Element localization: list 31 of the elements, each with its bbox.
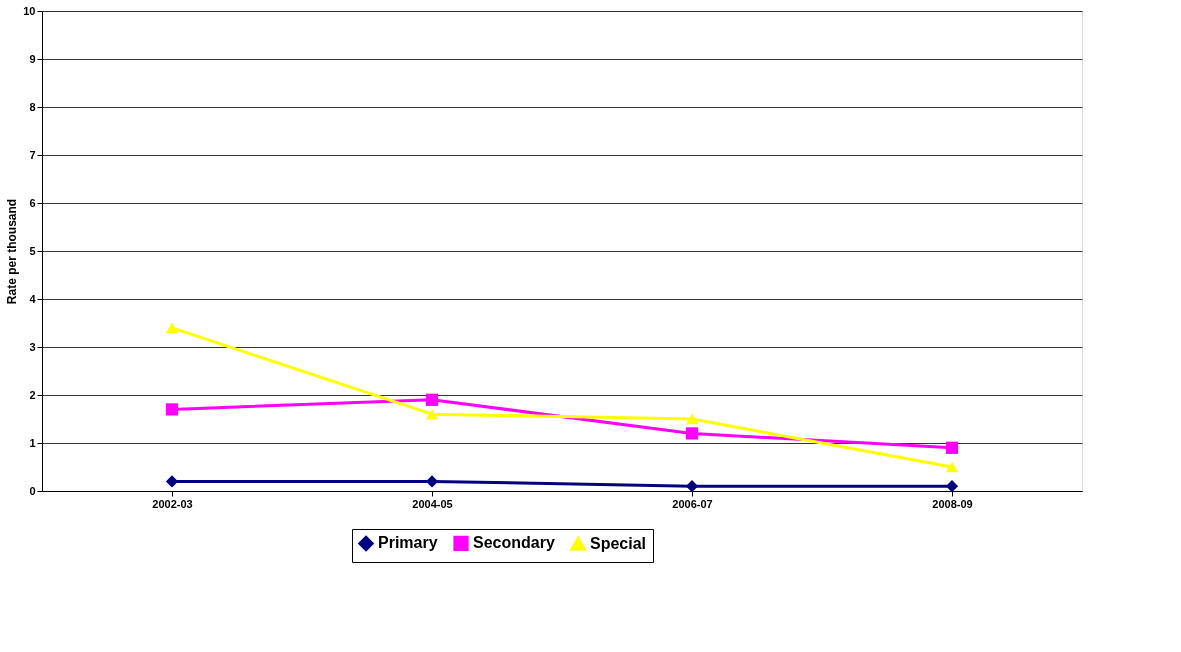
y-tick-label: 2 — [29, 388, 36, 401]
point — [165, 475, 179, 488]
y-axis-title: Rate per thousand — [5, 198, 20, 305]
point — [685, 413, 699, 425]
x-tick-label: 2006-07 — [672, 497, 713, 510]
point — [425, 408, 439, 420]
y-tick-label: 1 — [29, 436, 36, 449]
point — [165, 322, 179, 334]
y-tick-label: 0 — [29, 484, 36, 497]
x-tick-label: 2008-09 — [932, 497, 973, 510]
y-tick-label: 8 — [29, 100, 36, 113]
point — [425, 475, 439, 488]
point — [945, 461, 959, 473]
legend-label: Secondary — [473, 534, 555, 552]
point — [685, 480, 699, 493]
y-tick-label: 7 — [29, 148, 36, 161]
point — [685, 427, 699, 440]
y-tick-label: 4 — [29, 292, 37, 305]
point — [945, 480, 959, 493]
point — [945, 441, 959, 454]
y-tick-label: 5 — [29, 244, 36, 257]
legend-label: Primary — [378, 534, 438, 552]
point — [425, 393, 439, 406]
x-tick-label: 2002-03 — [152, 497, 193, 510]
point — [165, 403, 179, 416]
y-tick-label: 3 — [29, 340, 36, 353]
y-tick-label: 10 — [23, 4, 36, 17]
legend-label: Special — [590, 534, 647, 552]
x-tick-label: 2004-05 — [412, 497, 453, 510]
y-tick-label: 6 — [29, 196, 36, 209]
y-tick-label: 9 — [29, 52, 36, 65]
